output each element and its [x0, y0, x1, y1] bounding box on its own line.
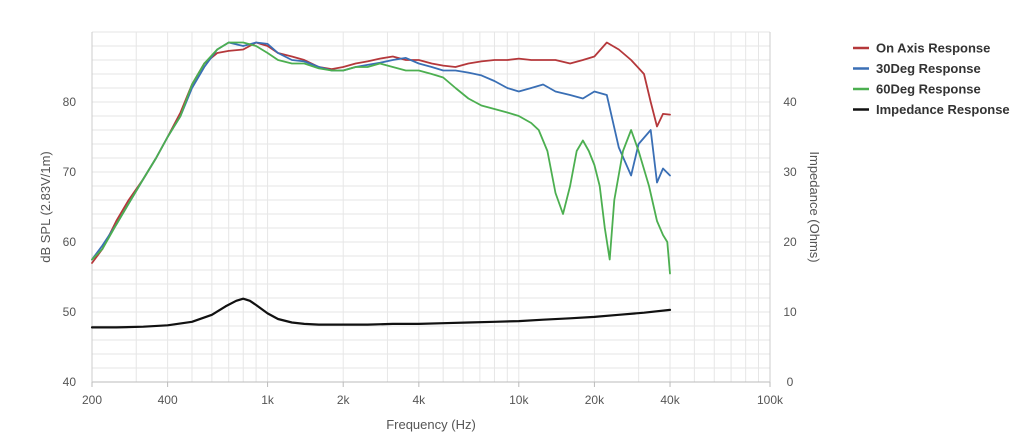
series-line-impedance-response	[90, 297, 672, 329]
y2-tick-label: 30	[783, 165, 797, 179]
x-tick-label: 4k	[412, 393, 426, 407]
x-tick-label: 40k	[660, 393, 680, 407]
y-axis-title: dB SPL (2.83V/1m)	[38, 151, 53, 263]
x-tick-label: 20k	[585, 393, 605, 407]
legend-item-60deg-response[interactable]: 60Deg Response	[876, 82, 981, 97]
legend-item-impedance-response[interactable]: Impedance Response	[876, 102, 1010, 117]
y2-tick-label: 0	[787, 375, 794, 389]
x-axis-title: Frequency (Hz)	[386, 417, 476, 432]
y-tick-label: 70	[63, 165, 77, 179]
x-tick-label: 100k	[757, 393, 784, 407]
y2-axis-title: Impedance (Ohms)	[807, 151, 822, 262]
series-line-30deg-response	[91, 41, 671, 261]
series-line-60deg-response	[91, 41, 671, 275]
y2-tick-label: 40	[783, 95, 797, 109]
x-tick-label: 400	[158, 393, 178, 407]
y2-tick-label: 10	[783, 305, 797, 319]
x-tick-label: 200	[82, 393, 102, 407]
series-lines	[90, 41, 672, 329]
y-tick-label: 60	[63, 235, 77, 249]
tick-labels: 200 400 1k 2k 4k 10k 20k 40k 100k 40 50 60 70 80 0 10 20…	[63, 95, 797, 407]
x-tick-label: 1k	[261, 393, 275, 407]
x-tick-label: 10k	[509, 393, 529, 407]
x-tick-label: 2k	[337, 393, 351, 407]
y-tick-label: 80	[63, 95, 77, 109]
legend-item-30deg-response[interactable]: 30Deg Response	[876, 61, 981, 76]
y2-tick-label: 20	[783, 235, 797, 249]
legend-item-on-axis-response[interactable]: On Axis Response	[876, 41, 990, 56]
y-tick-label: 40	[63, 375, 77, 389]
legend: On Axis Response 30Deg Response 60Deg Resp…	[853, 41, 1010, 117]
axes	[91, 32, 771, 387]
grid	[91, 31, 771, 383]
y-tick-label: 50	[63, 305, 77, 319]
